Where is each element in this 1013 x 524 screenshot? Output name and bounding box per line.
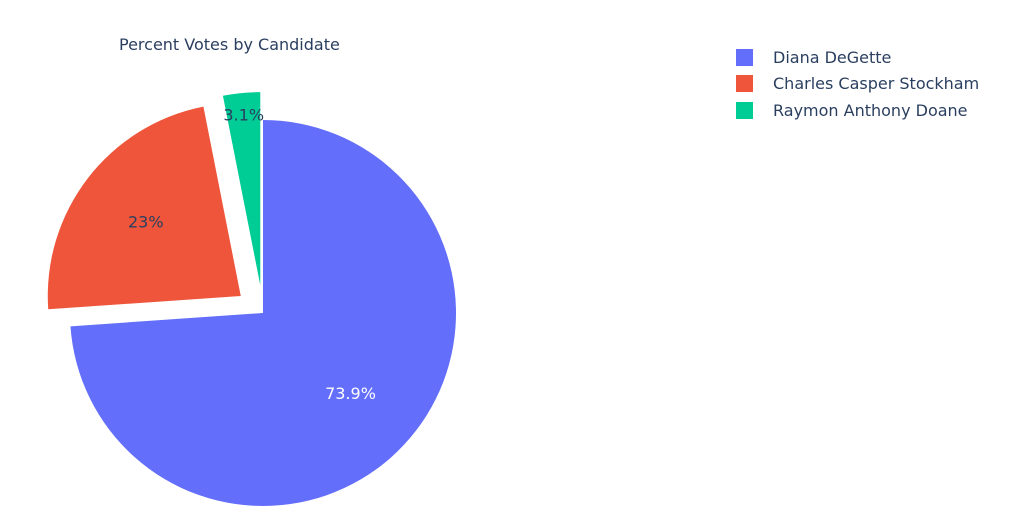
legend-label: Diana DeGette bbox=[773, 47, 892, 67]
slice-label-diana-degette: 73.9% bbox=[325, 384, 376, 403]
legend-label: Raymon Anthony Doane bbox=[773, 100, 968, 120]
legend-item-diana-degette[interactable]: Diana DeGette bbox=[736, 44, 979, 71]
legend-swatch bbox=[736, 48, 753, 66]
legend-swatch bbox=[736, 101, 753, 119]
legend-item-charles-casper-stockham[interactable]: Charles Casper Stockham bbox=[736, 71, 979, 98]
legend-item-raymon-anthony-doane[interactable]: Raymon Anthony Doane bbox=[736, 97, 979, 124]
slice-label-raymon-anthony-doane: 3.1% bbox=[223, 106, 264, 125]
legend: Diana DeGette Charles Casper Stockham Ra… bbox=[736, 44, 979, 124]
pie-slice-diana-degette[interactable] bbox=[70, 120, 456, 506]
pie-slice-charles-casper-stockham[interactable] bbox=[47, 106, 241, 310]
slice-label-charles-casper-stockham: 23% bbox=[128, 213, 164, 232]
pie-slice-raymon-anthony-doane[interactable] bbox=[222, 92, 261, 286]
chart-title: Percent Votes by Candidate bbox=[119, 35, 340, 54]
legend-label: Charles Casper Stockham bbox=[773, 74, 980, 94]
legend-swatch bbox=[736, 75, 753, 93]
